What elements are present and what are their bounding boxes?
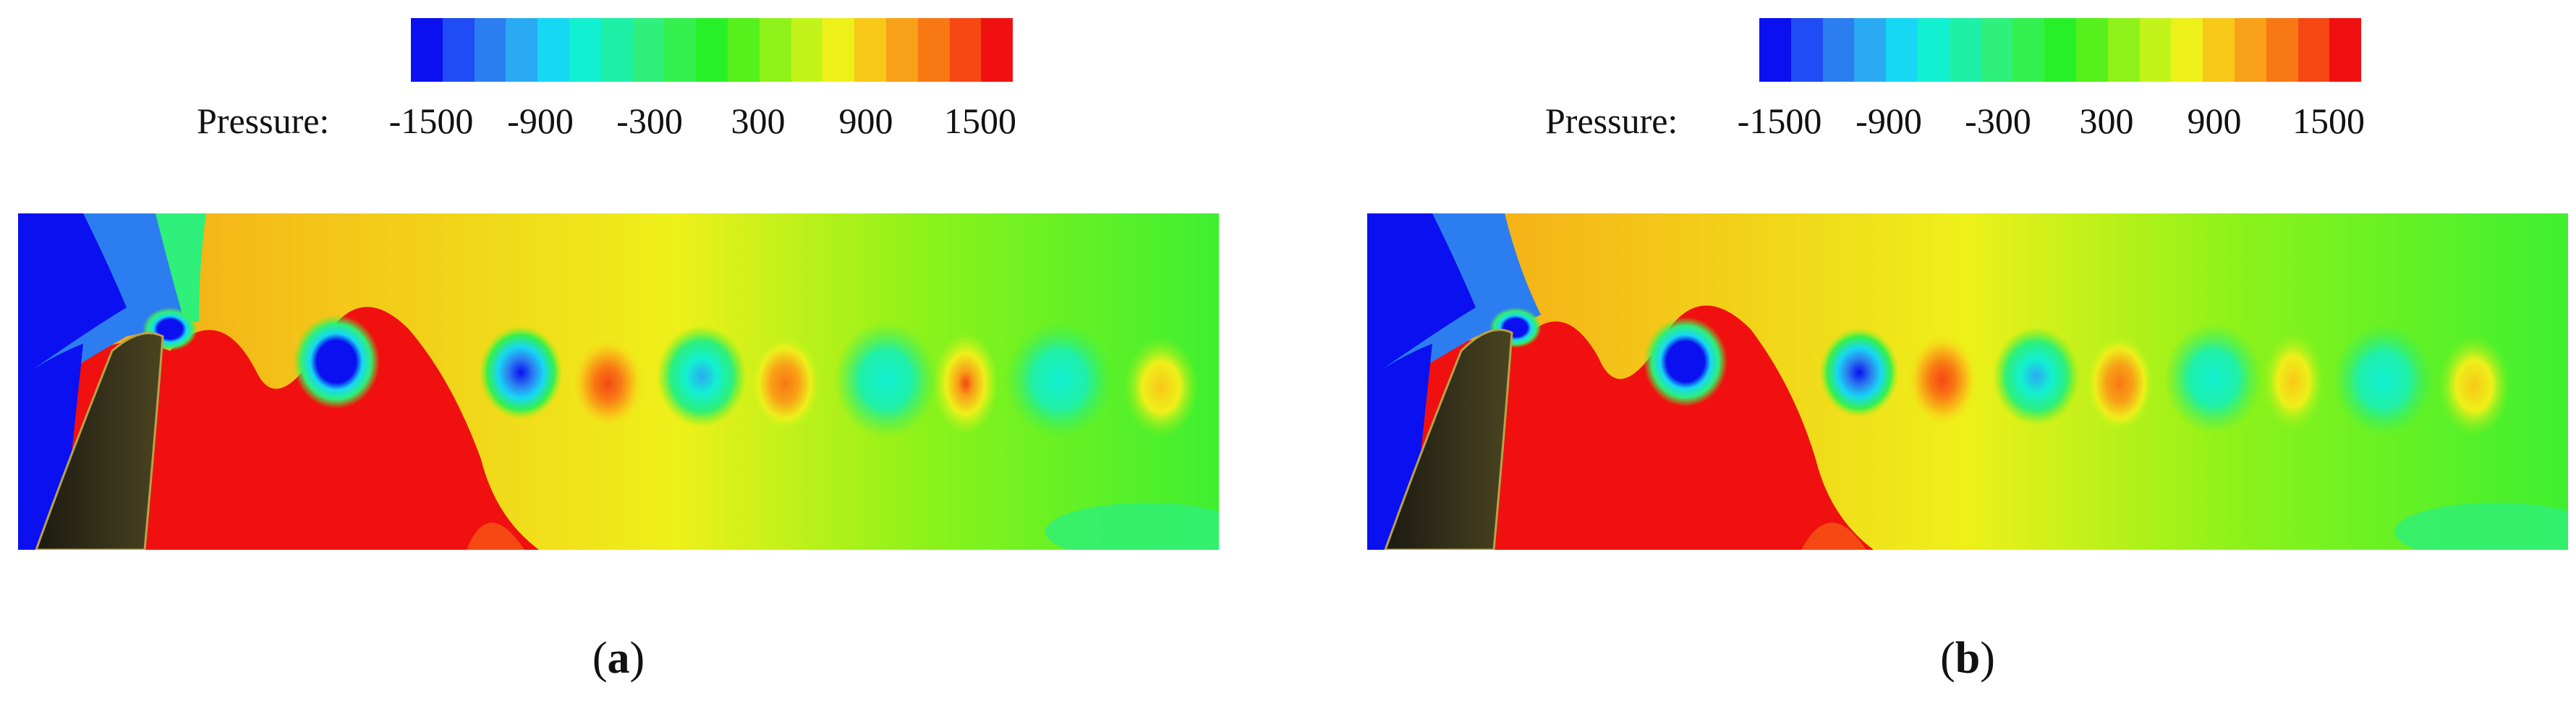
panel-a: Pressure: -1500 -900 -300 300 900 1500 [18,18,1219,684]
colorbar-tick: -1500 [1737,101,1822,141]
colorbar-segment [2044,18,2076,82]
colorbar-tick: 1500 [2292,101,2365,141]
colorbar-segment [854,18,886,82]
colorbar-segment [2329,18,2362,82]
panel-caption: (b) [1940,633,1995,684]
colorbar-segment [1981,18,2013,82]
colorbar-segment [1886,18,1918,82]
colorbar-segment [2075,18,2108,82]
colorbar-segment [664,18,697,82]
colorbar-segment [949,18,982,82]
caption-letter: a [607,634,630,683]
colorbar-segment [506,18,538,82]
colorbar-segment [1854,18,1887,82]
colorbar-segment [2139,18,2172,82]
colorbar-segment [822,18,855,82]
colorbar-segment [600,18,633,82]
colorbar-segment [2107,18,2140,82]
colorbar [411,18,1013,82]
colorbar-segment [759,18,791,82]
colorbar-segment [474,18,506,82]
colorbar-segment [917,18,950,82]
caption-letter: b [1955,634,1981,683]
colorbar-tick: -900 [1856,101,1922,141]
colorbar-segment [2012,18,2045,82]
colorbar [1759,18,2362,82]
caption-open: ( [592,634,608,683]
colorbar-tick: 900 [2187,101,2242,141]
colorbar-segment [569,18,601,82]
pressure-field [1367,213,2568,550]
panel-b: Pressure: -1500 -900 -300 300 900 1500 [1288,0,2575,714]
caption-open: ( [1940,634,1955,683]
colorbar-segment [696,18,728,82]
colorbar-segment [632,18,665,82]
colorbar-segment [1949,18,1981,82]
colorbar-tick: 1500 [944,101,1016,141]
colorbar-segment [442,18,475,82]
caption-close: ) [1980,634,1995,683]
colorbar-segment [885,18,918,82]
colorbar-segment [2171,18,2203,82]
colorbar-tick: 300 [731,101,786,141]
colorbar-tick: 900 [838,101,893,141]
colorbar-segment [727,18,760,82]
colorbar-segment [537,18,569,82]
colorbar-tick: -300 [1965,101,2031,141]
colorbar-segment [2234,18,2266,82]
colorbar-tick: -900 [507,101,574,141]
caption-close: ) [629,634,645,683]
colorbar-tick: 300 [2079,101,2134,141]
panel-caption: (a) [592,633,645,684]
pressure-field [18,213,1219,550]
colorbar-tick: -300 [616,101,683,141]
colorbar-segment [2203,18,2235,82]
colorbar-tick: -1500 [388,101,474,141]
colorbar-segment [1759,18,1791,82]
colorbar-segment [1790,18,1823,82]
colorbar-segment [411,18,443,82]
colorbar-title: Pressure: [197,101,330,141]
colorbar-segment [2297,18,2330,82]
colorbar-title: Pressure: [1545,101,1678,141]
colorbar-segment [2266,18,2298,82]
colorbar-segment [1822,18,1855,82]
colorbar-segment [1917,18,1950,82]
colorbar-segment [791,18,823,82]
colorbar-segment [981,18,1013,82]
